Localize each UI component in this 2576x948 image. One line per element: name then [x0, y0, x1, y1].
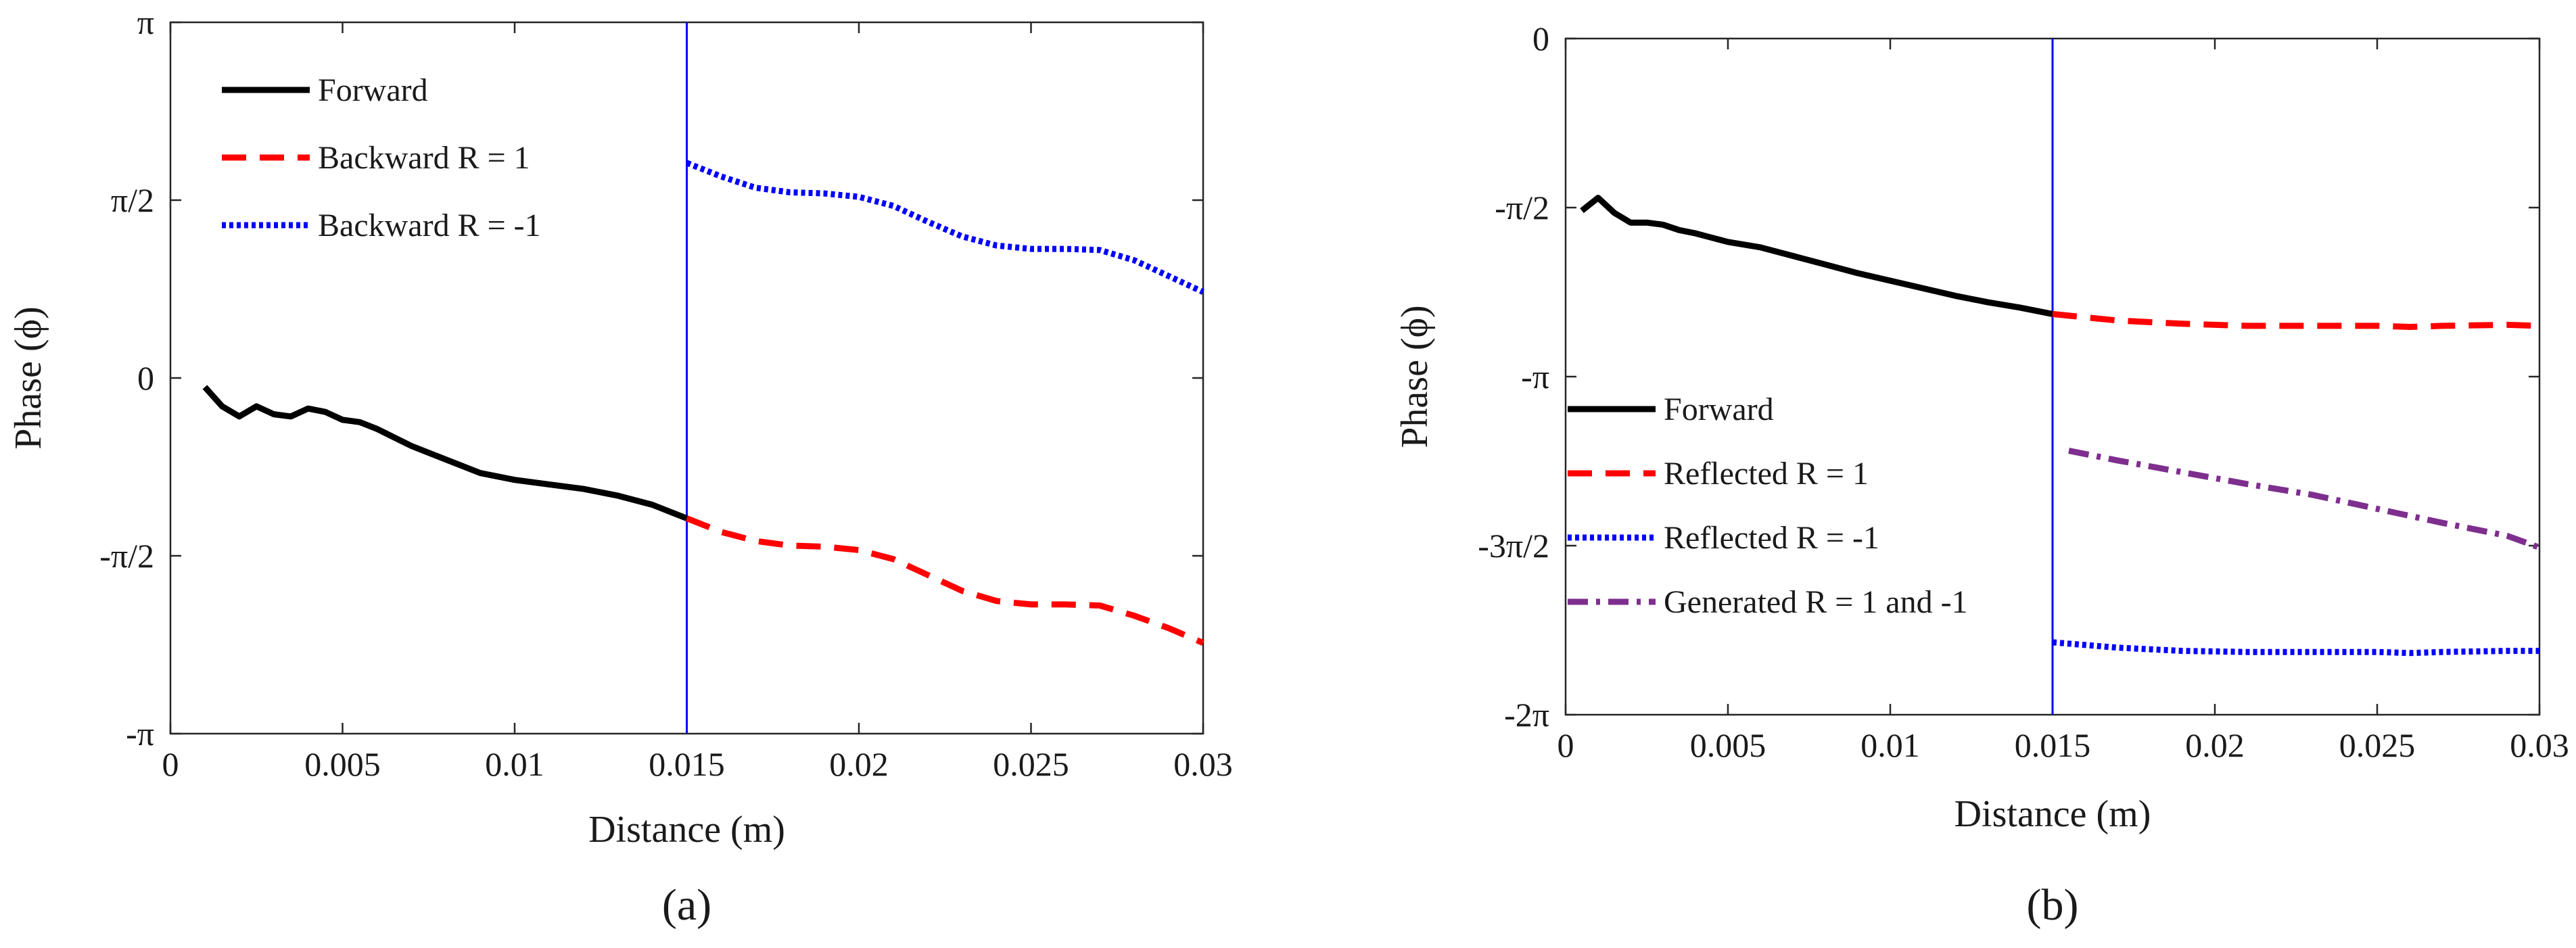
- y-tick-label: -π/2: [1495, 189, 1549, 227]
- x-axis-label: Distance (m): [588, 809, 785, 851]
- x-tick-label: 0.025: [993, 745, 1069, 783]
- x-tick-label: 0.02: [829, 745, 889, 783]
- legend-label: Generated R = 1 and -1: [1664, 584, 1968, 620]
- y-tick-label: 0: [1532, 20, 1549, 57]
- chart-panel-a: 0 0.005 0.01 0.015 0.02 0.025 0.03 -π -π/2 0 π/2 π F…: [7, 3, 1233, 930]
- x-tick-label: 0.01: [485, 745, 544, 783]
- legend-label: Reflected R = 1: [1664, 456, 1869, 492]
- y-tick-label: -2π: [1504, 696, 1549, 734]
- x-tick-label: 0.005: [1690, 726, 1766, 764]
- legend-label: Backward R = 1: [318, 140, 530, 176]
- series-line-forward: [202, 385, 688, 521]
- x-tick-label: 0.03: [1173, 745, 1233, 783]
- y-axis-label: Phase (ϕ): [7, 306, 49, 449]
- x-tick-label: 0.015: [649, 745, 725, 783]
- panel-caption: (a): [662, 880, 711, 930]
- legend-label: Reflected R = -1: [1664, 520, 1879, 556]
- x-axis-label: Distance (m): [1954, 793, 2151, 835]
- series-line-reflected-r-1: [2052, 310, 2540, 330]
- x-tick-label: 0: [1558, 726, 1574, 764]
- legend-label: Forward: [1664, 392, 1774, 427]
- series-line-reflected-r-1: [2052, 639, 2539, 657]
- x-tick-label: 0.02: [2185, 726, 2245, 764]
- series-line-forward: [1580, 195, 2053, 317]
- series-line-backward-r-1: [685, 515, 1204, 646]
- legend-label: Forward: [318, 72, 428, 108]
- legend-label: Backward R = -1: [318, 208, 541, 243]
- y-tick-label: -π/2: [99, 537, 154, 575]
- y-tick-label: -π: [126, 715, 154, 753]
- x-tick-label: 0.01: [1860, 726, 1920, 764]
- x-tick-label: 0.015: [2015, 726, 2091, 764]
- series-line-generated-r-1-and-1: [2068, 448, 2541, 551]
- y-tick-label: π/2: [111, 181, 154, 219]
- x-tick-label: 0: [162, 745, 179, 783]
- y-tick-label: π: [137, 3, 154, 41]
- y-tick-label: 0: [137, 359, 154, 397]
- x-tick-label: 0.03: [2510, 726, 2569, 764]
- panel-caption: (b): [2027, 880, 2079, 930]
- series-line-backward-r-1: [685, 160, 1204, 295]
- y-tick-label: -π: [1521, 358, 1549, 396]
- y-axis-label: Phase (ϕ): [1394, 305, 1436, 448]
- y-tick-label: -3π/2: [1478, 527, 1549, 565]
- x-tick-label: 0.005: [304, 745, 381, 783]
- x-tick-label: 0.025: [2339, 726, 2416, 764]
- chart-panel-b: 0 0.005 0.01 0.015 0.02 0.025 0.03 -2π -3π/2 -π -π…: [1394, 20, 2569, 930]
